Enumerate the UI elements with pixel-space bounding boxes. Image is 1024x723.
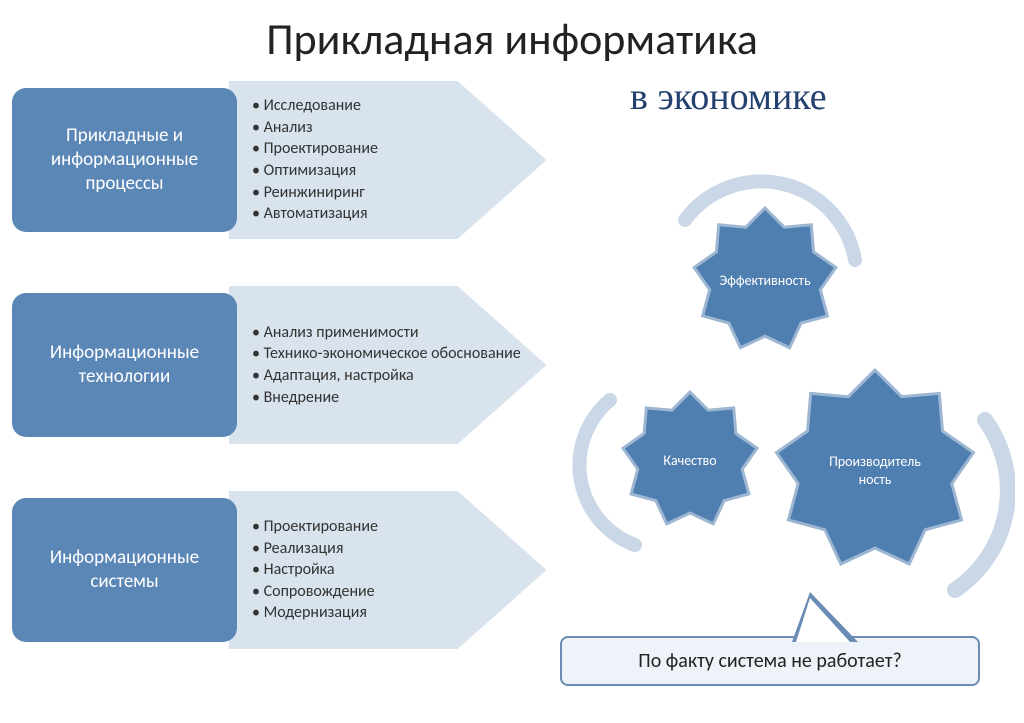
list-item: Технико-экономическое обоснование [252, 343, 552, 365]
list-item: Оптимизация [252, 160, 552, 182]
list-item: Реинжиниринг [252, 182, 552, 204]
svg-text:Качество: Качество [663, 452, 716, 469]
list-item: Анализ [252, 117, 552, 139]
list-item: Настройка [252, 559, 552, 581]
list-item: Исследование [252, 95, 552, 117]
callout-box: По факту система не работает? [560, 636, 980, 686]
block-label-1: Информационные технологии [12, 293, 237, 437]
list-item: Автоматизация [252, 203, 552, 225]
list-item: Проектирование [252, 516, 552, 538]
list-item: Внедрение [252, 387, 552, 409]
list-item: Проектирование [252, 138, 552, 160]
callout-text: По факту система не работает? [638, 649, 901, 673]
list-item: Сопровождение [252, 581, 552, 603]
list-item: Реализация [252, 538, 552, 560]
page-title: Прикладная информатика [0, 0, 1024, 66]
gears-diagram: Эффективность Качество Производительность [555, 150, 1015, 680]
block-row-2: Информационные системы Проектирование Ре… [12, 490, 572, 675]
svg-text:ность: ность [859, 471, 892, 488]
blocks-column: Прикладные и информационные процессы Исс… [12, 80, 572, 695]
block-items-1: Анализ применимости Технико-экономическо… [252, 293, 552, 437]
block-label-2: Информационные системы [12, 498, 237, 642]
block-label-0: Прикладные и информационные процессы [12, 88, 237, 232]
list-item: Модернизация [252, 602, 552, 624]
block-items-2: Проектирование Реализация Настройка Сопр… [252, 498, 552, 642]
subtitle: в экономике [630, 75, 827, 119]
block-items-0: Исследование Анализ Проектирование Оптим… [252, 88, 552, 232]
block-row-0: Прикладные и информационные процессы Исс… [12, 80, 572, 265]
list-item: Анализ применимости [252, 322, 552, 344]
svg-text:Эффективность: Эффективность [719, 272, 811, 289]
block-row-1: Информационные технологии Анализ примени… [12, 285, 572, 470]
svg-text:Производитель: Производитель [829, 453, 921, 470]
list-item: Адаптация, настройка [252, 365, 552, 387]
